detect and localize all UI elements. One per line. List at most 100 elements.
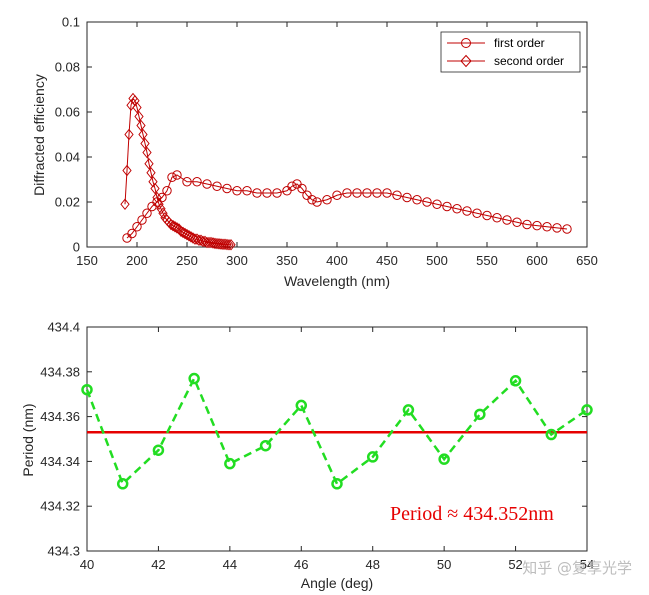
period-point <box>224 457 236 470</box>
second-order-point <box>202 236 212 249</box>
first-order-point <box>307 195 317 205</box>
top-y-tick-label: 0 <box>73 240 80 255</box>
legend-label-second-order: second order <box>494 54 564 68</box>
period-point <box>81 383 93 396</box>
period-point <box>152 444 165 456</box>
first-order-point <box>157 192 167 203</box>
bottom-y-tick-label: 434.38 <box>40 364 80 379</box>
top-x-tick-label: 600 <box>526 253 548 268</box>
bottom-x-tick-label: 48 <box>365 557 379 572</box>
top-y-tick-label: 0.02 <box>55 195 80 210</box>
second-order-point <box>214 238 224 250</box>
top-x-tick-label: 550 <box>476 253 498 268</box>
second-order-point <box>224 238 234 251</box>
second-order-point <box>142 146 152 159</box>
first-order-point <box>422 197 432 207</box>
second-order-point <box>134 110 144 123</box>
first-order-point <box>452 204 462 214</box>
period-point <box>331 478 343 490</box>
first-order-point <box>212 181 222 191</box>
watermark: 知乎 @复享光学 <box>522 559 632 577</box>
period-point <box>295 399 308 412</box>
first-order-point <box>522 219 532 230</box>
second-order-point <box>138 128 148 141</box>
top-series-line-first-order <box>126 174 568 239</box>
top-x-tick-label: 350 <box>276 253 298 268</box>
first-order-point <box>252 188 262 198</box>
first-order-point <box>362 188 372 198</box>
top-x-tick-label: 400 <box>326 253 348 268</box>
first-order-point <box>332 190 342 200</box>
first-order-point <box>432 199 442 209</box>
bottom-y-tick-label: 434.36 <box>40 409 80 424</box>
top-y-axis-label: Diffracted efficiency <box>31 74 47 196</box>
first-order-point <box>182 177 192 187</box>
first-order-point <box>242 186 252 196</box>
bottom-x-tick-label: 42 <box>151 557 165 572</box>
period-point <box>474 408 486 421</box>
bottom-y-tick-label: 434.32 <box>40 499 80 514</box>
first-order-point <box>262 188 272 198</box>
second-order-point <box>208 237 218 249</box>
second-order-point <box>132 101 142 114</box>
top-x-tick-label: 500 <box>426 253 448 268</box>
period-annotation: Period ≈ 434.352nm <box>390 503 554 525</box>
bottom-x-tick-label: 52 <box>508 557 522 572</box>
first-order-point <box>132 222 142 232</box>
first-order-point <box>287 181 297 191</box>
bottom-x-tick-label: 40 <box>80 557 94 572</box>
top-x-tick-label: 300 <box>226 253 248 268</box>
first-order-point <box>162 186 172 196</box>
top-x-tick-label: 200 <box>126 253 148 268</box>
bottom-x-tick-label: 54 <box>580 557 594 572</box>
first-order-point <box>372 188 382 198</box>
legend-marker-first-order <box>461 38 471 48</box>
top-x-tick-label: 250 <box>176 253 198 268</box>
top-y-tick-label: 0.06 <box>55 105 80 120</box>
first-order-point <box>167 172 177 182</box>
second-order-point <box>156 202 166 215</box>
first-order-point <box>532 220 542 231</box>
first-order-point <box>442 201 452 212</box>
bottom-plot-frame <box>86 326 588 552</box>
top-x-tick-label: 150 <box>76 253 98 268</box>
first-order-point <box>222 183 232 194</box>
period-series-line <box>85 375 588 486</box>
second-order-point <box>210 237 220 250</box>
first-order-point <box>137 215 147 225</box>
first-order-point <box>142 208 152 218</box>
first-order-point <box>342 188 352 198</box>
second-order-point <box>124 128 134 141</box>
period-point <box>259 439 272 452</box>
second-order-point <box>218 238 228 251</box>
top-series-group <box>120 92 572 251</box>
first-order-point <box>392 190 402 200</box>
first-order-point <box>482 210 492 221</box>
first-order-point <box>402 192 412 203</box>
first-order-point <box>272 188 282 198</box>
second-order-point <box>220 238 230 251</box>
first-order-point <box>322 195 332 205</box>
second-order-point <box>172 222 182 234</box>
bottom-series-group <box>81 372 593 490</box>
second-order-point <box>226 238 236 251</box>
top-x-axis-label: Wavelength (nm) <box>284 273 390 289</box>
second-order-point <box>158 207 168 220</box>
period-point <box>366 451 379 463</box>
bottom-x-tick-label: 50 <box>437 557 451 572</box>
second-order-point <box>136 119 146 132</box>
first-order-point <box>232 186 242 196</box>
second-order-point <box>216 238 226 250</box>
period-point <box>581 404 593 416</box>
second-order-point <box>120 198 130 211</box>
second-order-point <box>140 137 150 150</box>
bottom-y-tick-label: 434.3 <box>47 544 80 559</box>
second-order-point <box>204 236 214 249</box>
period-point <box>116 478 129 490</box>
bottom-x-tick-label: 44 <box>223 557 237 572</box>
bottom-y-axis-label: Period (nm) <box>20 403 36 476</box>
first-order-point <box>542 222 552 232</box>
legend-label-first-order: first order <box>494 36 545 50</box>
top-x-tick-label: 450 <box>376 253 398 268</box>
second-order-point <box>144 157 154 170</box>
